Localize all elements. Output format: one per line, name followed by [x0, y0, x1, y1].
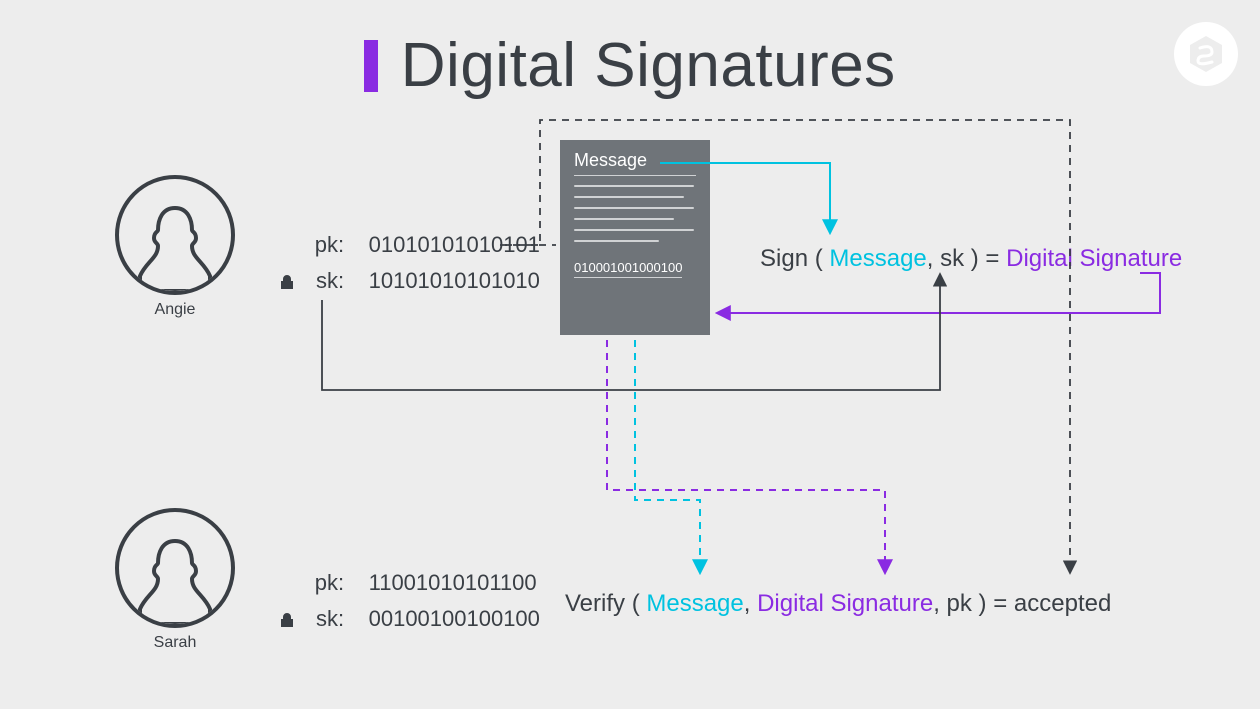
message-body-line — [574, 207, 694, 209]
page-title: Digital Signatures — [401, 30, 896, 101]
formula-token: , — [744, 590, 757, 617]
message-body-line — [574, 185, 694, 187]
connector-msg-to-verify — [635, 340, 700, 572]
actor-angie: Angie — [115, 175, 235, 319]
sarah-keys: pk: 11001010101100 sk: 00100100100100 — [280, 570, 540, 634]
lock-icon — [280, 270, 296, 296]
message-body-lines — [574, 185, 696, 242]
formula-token: accepted — [1014, 590, 1111, 617]
formula-token: Message — [829, 245, 926, 272]
angie-pk-row: pk: 01010101010101 — [280, 232, 540, 258]
message-body-line — [574, 196, 684, 198]
message-signature-value: 010001001000100 — [574, 260, 682, 278]
message-body-line — [574, 218, 674, 220]
angie-pk-value: 01010101010101 — [369, 232, 540, 257]
hex-logo-icon — [1186, 34, 1226, 74]
avatar-sarah-label: Sarah — [115, 634, 235, 652]
connector-sig-to-verify — [607, 340, 885, 572]
lock-icon — [280, 608, 296, 634]
angie-sk-value: 10101010101010 — [369, 268, 540, 293]
connector-digsig-to-msgbox — [718, 273, 1160, 313]
avatar-sarah-icon — [115, 508, 235, 628]
sk-label: sk: — [306, 606, 344, 632]
message-body-line — [574, 240, 659, 242]
message-box: Message 010001001000100 — [560, 140, 710, 335]
sign-formula: Sign ( Message, sk ) = Digital Signature — [760, 245, 1182, 273]
avatar-angie-icon — [115, 175, 235, 295]
formula-token: Digital Signature — [757, 590, 933, 617]
angie-keys: pk: 01010101010101 sk: 10101010101010 — [280, 232, 540, 296]
brand-logo — [1174, 22, 1238, 86]
formula-token: Sign ( — [760, 245, 829, 272]
verify-formula: Verify ( Message, Digital Signature, pk … — [565, 590, 1111, 618]
angie-sk-row: sk: 10101010101010 — [280, 268, 540, 296]
sarah-sk-row: sk: 00100100100100 — [280, 606, 540, 634]
title-row: Digital Signatures — [0, 30, 1260, 101]
sk-label: sk: — [306, 268, 344, 294]
message-title: Message — [574, 150, 696, 176]
message-body-line — [574, 229, 694, 231]
pk-label: pk: — [306, 232, 344, 258]
title-accent-bar — [364, 40, 378, 92]
sarah-pk-row: pk: 11001010101100 — [280, 570, 540, 596]
avatar-angie-label: Angie — [115, 301, 235, 319]
actor-sarah: Sarah — [115, 508, 235, 652]
formula-token: Digital Signature — [1006, 245, 1182, 272]
formula-token: Verify ( — [565, 590, 646, 617]
formula-token: , sk ) = — [927, 245, 1006, 272]
formula-token: Message — [646, 590, 743, 617]
sarah-sk-value: 00100100100100 — [369, 606, 540, 631]
formula-token: , pk ) = — [933, 590, 1014, 617]
sarah-pk-value: 11001010101100 — [369, 570, 537, 595]
pk-label: pk: — [306, 570, 344, 596]
